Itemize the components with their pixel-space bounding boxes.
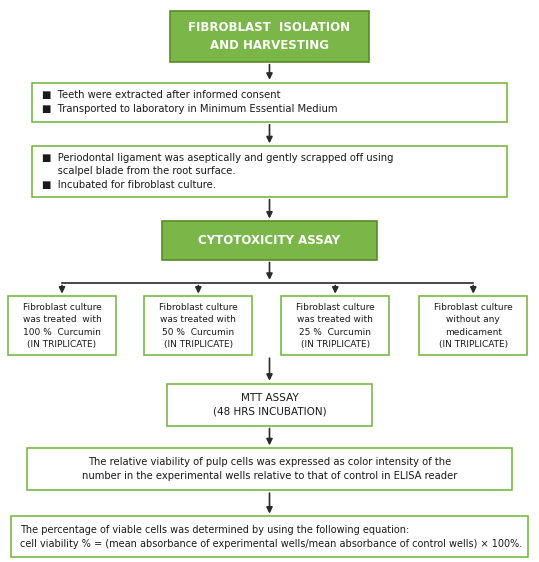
- Text: ■  Teeth were extracted after informed consent
■  Transported to laboratory in M: ■ Teeth were extracted after informed co…: [42, 90, 337, 114]
- Text: MTT ASSAY
(48 HRS INCUBATION): MTT ASSAY (48 HRS INCUBATION): [213, 393, 326, 416]
- FancyBboxPatch shape: [167, 383, 372, 426]
- FancyBboxPatch shape: [8, 297, 116, 356]
- FancyBboxPatch shape: [419, 297, 527, 356]
- FancyBboxPatch shape: [281, 297, 389, 356]
- Text: Fibroblast culture
was treated  with
100 %  Curcumin
(IN TRIPLICATE): Fibroblast culture was treated with 100 …: [23, 303, 101, 348]
- FancyBboxPatch shape: [170, 11, 369, 62]
- Text: Fibroblast culture
was treated with
50 %  Curcumin
(IN TRIPLICATE): Fibroblast culture was treated with 50 %…: [159, 303, 238, 348]
- Text: Fibroblast culture
without any
medicament
(IN TRIPLICATE): Fibroblast culture without any medicamen…: [434, 303, 513, 348]
- FancyBboxPatch shape: [32, 83, 507, 122]
- Text: CYTOTOXICITY ASSAY: CYTOTOXICITY ASSAY: [198, 234, 341, 247]
- Text: The relative viability of pulp cells was expressed as color intensity of the
num: The relative viability of pulp cells was…: [82, 457, 457, 481]
- FancyBboxPatch shape: [162, 221, 377, 260]
- FancyBboxPatch shape: [27, 448, 512, 490]
- FancyBboxPatch shape: [32, 146, 507, 197]
- Text: FIBROBLAST  ISOLATION
AND HARVESTING: FIBROBLAST ISOLATION AND HARVESTING: [189, 21, 350, 52]
- Text: Fibroblast culture
was treated with
25 %  Curcumin
(IN TRIPLICATE): Fibroblast culture was treated with 25 %…: [296, 303, 375, 348]
- Text: The percentage of viable cells was determined by using the following equation:
c: The percentage of viable cells was deter…: [20, 525, 523, 549]
- Text: ■  Periodontal ligament was aseptically and gently scrapped off using
     scalp: ■ Periodontal ligament was aseptically a…: [42, 153, 393, 190]
- FancyBboxPatch shape: [144, 297, 252, 356]
- FancyBboxPatch shape: [11, 516, 528, 557]
